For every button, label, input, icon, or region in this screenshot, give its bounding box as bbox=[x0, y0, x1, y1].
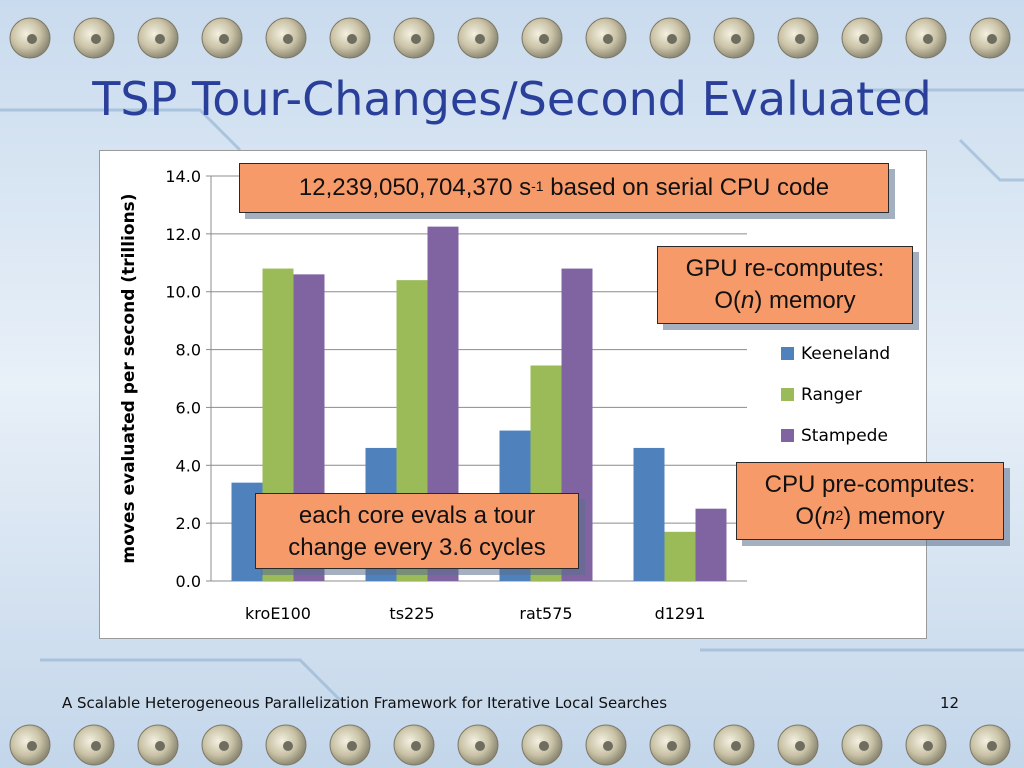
circuit-pad-hole bbox=[667, 34, 677, 44]
core-callout-line1: each core evals a tour bbox=[298, 502, 536, 529]
circuit-pad-hole bbox=[539, 34, 549, 44]
y-tick-label: 12.0 bbox=[165, 225, 201, 244]
circuit-pad-hole bbox=[667, 741, 677, 751]
y-axis-title: moves evaluated per second (trillions) bbox=[119, 193, 139, 563]
legend-label-stampede: Stampede bbox=[801, 426, 888, 446]
y-tick-label: 6.0 bbox=[176, 398, 201, 417]
gpu-callout-line1: GPU re-computes: bbox=[685, 255, 885, 282]
core-cycles-callout: each core evals a tour change every 3.6 … bbox=[255, 493, 579, 569]
x-tick-label: ts225 bbox=[389, 604, 434, 623]
y-tick-label: 8.0 bbox=[176, 341, 201, 360]
y-tick-label: 10.0 bbox=[165, 283, 201, 302]
gpu-n-variable: n bbox=[740, 287, 755, 314]
circuit-pad-hole bbox=[155, 34, 165, 44]
core-callout-line2: change every 3.6 cycles bbox=[288, 534, 546, 561]
circuit-pad-hole bbox=[859, 741, 869, 751]
serial-rate-exponent: -1 bbox=[531, 178, 544, 194]
slide-title: TSP Tour-Changes/Second Evaluated bbox=[92, 72, 932, 126]
circuit-pad-hole bbox=[603, 34, 613, 44]
bar-stampede-d1291 bbox=[695, 508, 727, 581]
cpu-n-variable: n bbox=[822, 503, 836, 530]
circuit-pad-hole bbox=[91, 741, 101, 751]
page-number: 12 bbox=[940, 694, 960, 712]
circuit-pad-hole bbox=[27, 34, 37, 44]
cpu-callout-line2: O(n2) memory bbox=[737, 501, 1003, 533]
bar-keeneland-d1291 bbox=[633, 447, 665, 581]
x-tick-label: d1291 bbox=[655, 604, 706, 623]
cpu-n-exponent: 2 bbox=[835, 507, 844, 523]
y-tick-label: 0.0 bbox=[176, 572, 201, 591]
y-tick-label: 2.0 bbox=[176, 514, 201, 533]
circuit-pad-hole bbox=[731, 741, 741, 751]
cpu-o-open: O( bbox=[795, 503, 823, 530]
x-tick-label: rat575 bbox=[519, 604, 572, 623]
circuit-pad-hole bbox=[347, 34, 357, 44]
legend-swatch-ranger bbox=[781, 388, 794, 401]
circuit-pad-hole bbox=[475, 34, 485, 44]
serial-rate-callout: 12,239,050,704,370 s-1 based on serial C… bbox=[239, 163, 889, 213]
circuit-pad-hole bbox=[155, 741, 165, 751]
circuit-pad-hole bbox=[987, 741, 997, 751]
circuit-pad-hole bbox=[795, 741, 805, 751]
x-tick-label: kroE100 bbox=[245, 604, 311, 623]
gpu-callout: GPU re-computes: O(n) memory bbox=[657, 246, 913, 324]
legend-swatch-keeneland bbox=[781, 347, 794, 360]
pad-row-bottom bbox=[9, 724, 1011, 766]
cpu-memory-text: ) memory bbox=[843, 503, 945, 530]
circuit-pad-hole bbox=[923, 741, 933, 751]
bar-ranger-d1291 bbox=[664, 531, 696, 581]
gpu-o-open: O( bbox=[714, 287, 741, 314]
footer-text: A Scalable Heterogeneous Parallelization… bbox=[62, 694, 668, 712]
legend-label-keeneland: Keeneland bbox=[801, 344, 890, 364]
gpu-memory-text: ) memory bbox=[754, 287, 856, 314]
pad-row-top bbox=[9, 17, 1011, 59]
y-tick-label: 4.0 bbox=[176, 456, 201, 475]
y-tick-label: 14.0 bbox=[165, 167, 201, 186]
circuit-pad-hole bbox=[539, 741, 549, 751]
circuit-pad-hole bbox=[603, 741, 613, 751]
circuit-pad-hole bbox=[283, 34, 293, 44]
circuit-pad-hole bbox=[347, 741, 357, 751]
circuit-pad-hole bbox=[795, 34, 805, 44]
legend-swatch-stampede bbox=[781, 429, 794, 442]
legend-label-ranger: Ranger bbox=[801, 385, 862, 405]
serial-rate-prefix: 12,239,050,704,370 s bbox=[298, 174, 532, 201]
cpu-callout-line1: CPU pre-computes: bbox=[764, 471, 976, 498]
circuit-pad-hole bbox=[731, 34, 741, 44]
circuit-pad-hole bbox=[411, 741, 421, 751]
gpu-callout-line2: O(n) memory bbox=[658, 285, 912, 317]
circuit-pad-hole bbox=[923, 34, 933, 44]
circuit-pad-hole bbox=[859, 34, 869, 44]
circuit-pad-hole bbox=[411, 34, 421, 44]
circuit-pad-hole bbox=[219, 34, 229, 44]
circuit-pad-hole bbox=[283, 741, 293, 751]
circuit-pad-hole bbox=[219, 741, 229, 751]
circuit-pad-hole bbox=[27, 741, 37, 751]
circuit-pad-hole bbox=[91, 34, 101, 44]
cpu-callout: CPU pre-computes: O(n2) memory bbox=[736, 462, 1004, 540]
serial-rate-suffix: based on serial CPU code bbox=[543, 174, 830, 201]
circuit-pad-hole bbox=[475, 741, 485, 751]
circuit-pad-hole bbox=[987, 34, 997, 44]
